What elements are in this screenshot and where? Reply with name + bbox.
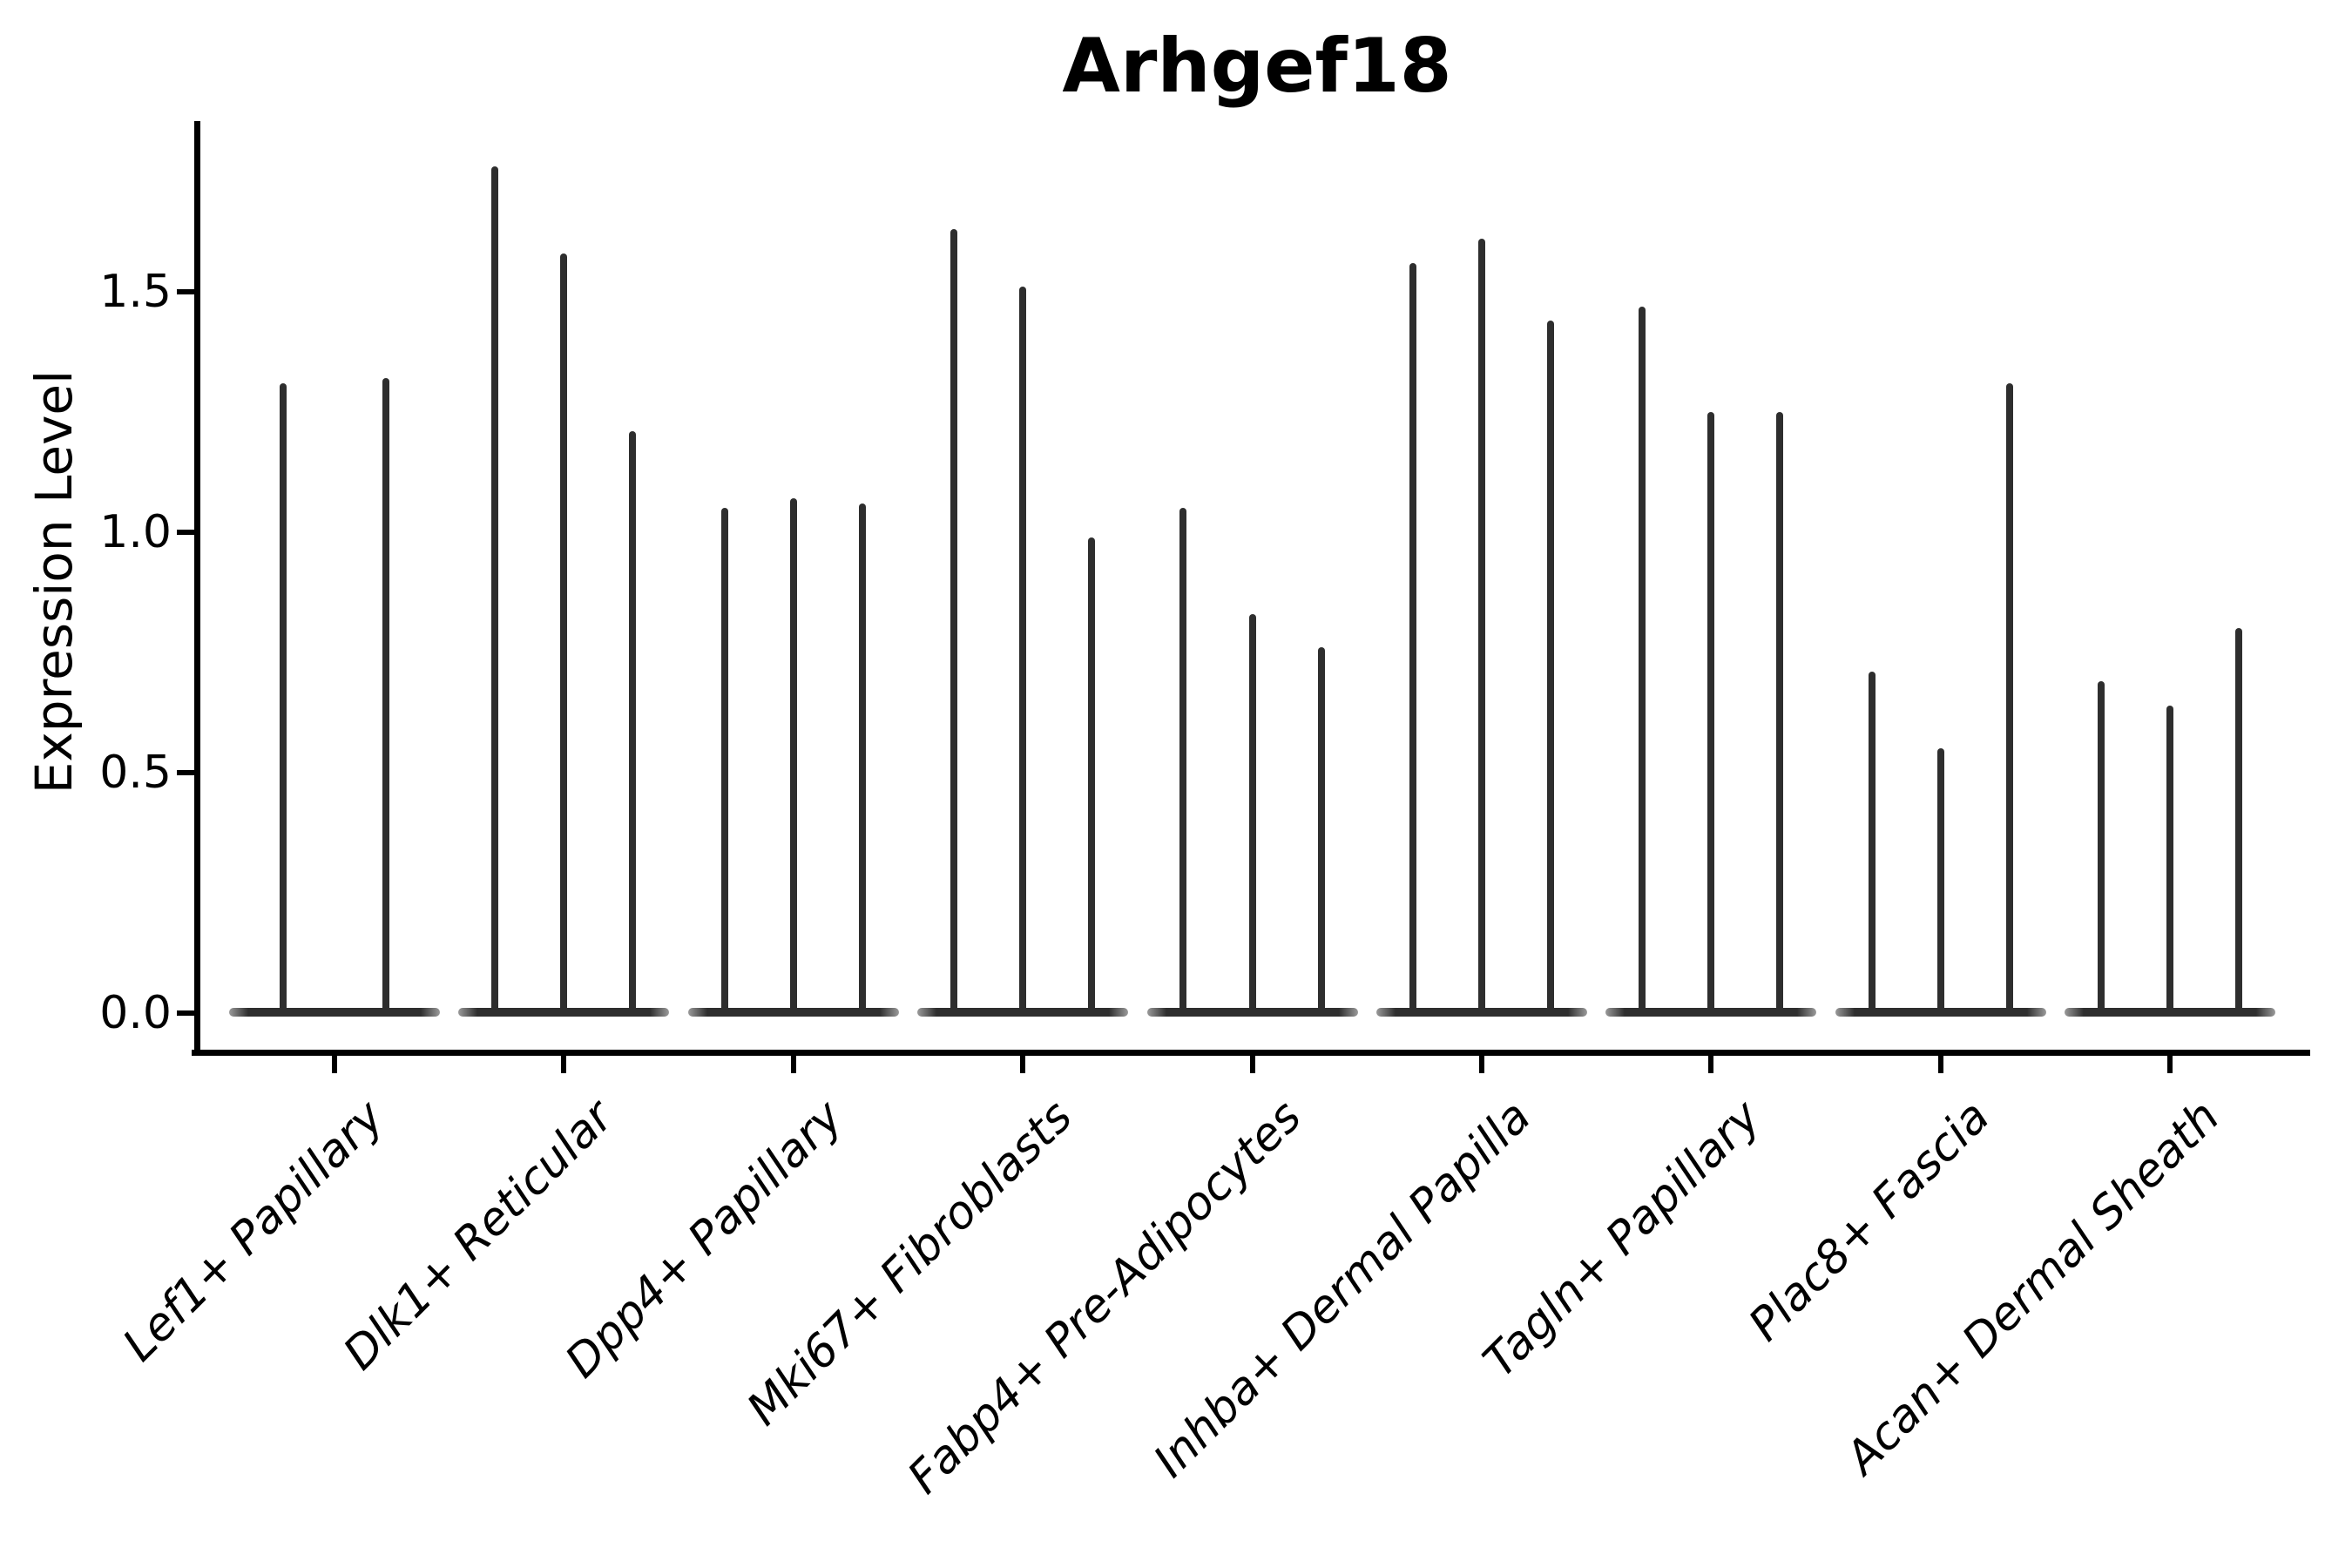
y-tick (177, 289, 194, 294)
violin-spike (1707, 412, 1715, 1013)
x-tick (561, 1056, 567, 1073)
x-tick (790, 1056, 796, 1073)
y-tick-label: 0.5 (99, 747, 172, 799)
violin-spike (279, 382, 287, 1013)
violin-spike (1936, 748, 1944, 1013)
violin-spike (2235, 628, 2242, 1013)
violin-spike (1317, 647, 1325, 1013)
violin-spike (1248, 613, 1256, 1013)
x-tick (1020, 1056, 1026, 1073)
y-axis-label: Expression Level (24, 369, 84, 794)
y-tick-label: 0.0 (99, 987, 172, 1039)
x-tick-label: Inhba+ Dermal Papilla (1144, 1091, 1542, 1488)
violin-spike (858, 503, 866, 1013)
x-tick (1478, 1056, 1484, 1073)
violin-spike (1477, 239, 1485, 1013)
violin-spike (2097, 681, 2105, 1013)
violin-spike (2166, 705, 2173, 1013)
y-tick-label: 1.0 (99, 506, 172, 558)
violin-spike (789, 498, 797, 1013)
y-tick (177, 1010, 194, 1016)
violin-zero-body (229, 1008, 440, 1017)
left-spine (194, 121, 200, 1056)
chart-title: Arhgef18 (1062, 23, 1452, 110)
x-tick (1937, 1056, 1943, 1073)
x-tick-label: Fabp4+ Pre-Adipocytes (898, 1091, 1312, 1504)
violin-spike (1776, 412, 1784, 1013)
violin-spike (1409, 262, 1416, 1013)
violin-spike (950, 229, 958, 1013)
violin-spike (1019, 287, 1027, 1013)
violin-spike (629, 431, 637, 1013)
violin-spike (2005, 382, 2013, 1013)
x-tick (1708, 1056, 1714, 1073)
x-tick-label: Acan+ Dermal Sheath (1835, 1091, 2230, 1484)
violin-spike (491, 166, 499, 1013)
y-tick-label: 1.5 (99, 266, 172, 318)
y-tick (177, 530, 194, 535)
violin-spike (1546, 321, 1554, 1013)
violin-spike (1868, 672, 1876, 1013)
x-tick (1249, 1056, 1255, 1073)
x-tick-label: Plac8+ Fascia (1739, 1091, 2001, 1352)
violin-spike (560, 253, 568, 1013)
x-tick (2167, 1056, 2173, 1073)
violin-spike (1088, 537, 1096, 1013)
violin-spike (1639, 306, 1646, 1013)
violin-spike (720, 508, 728, 1013)
violin-spike (382, 378, 390, 1013)
x-tick (332, 1056, 337, 1073)
bottom-spine (192, 1050, 2310, 1056)
violin-spike (1179, 508, 1187, 1013)
y-tick (177, 770, 194, 775)
